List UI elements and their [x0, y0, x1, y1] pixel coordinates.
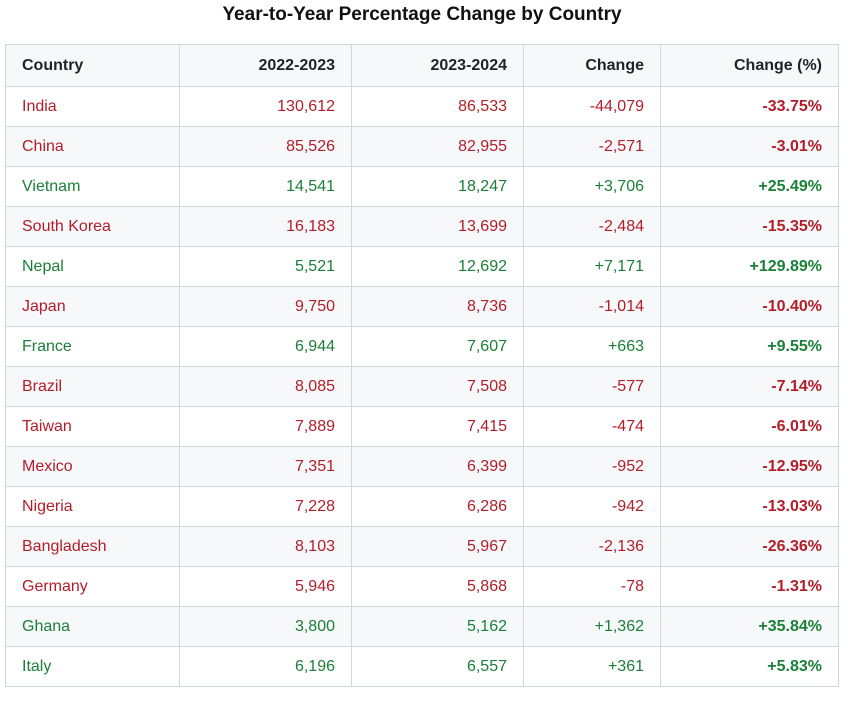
cell-change-percent: -10.40% — [660, 286, 839, 327]
cell-change: +7,171 — [523, 246, 661, 287]
table-row: China 85,526 82,955 -2,571 -3.01% — [5, 126, 839, 167]
cell-change-percent: -12.95% — [660, 446, 839, 487]
cell-change-percent: -1.31% — [660, 566, 839, 607]
header-2022-2023: 2022-2023 — [179, 44, 352, 87]
cell-2023-2024: 13,699 — [351, 206, 524, 247]
cell-country: India — [5, 86, 180, 127]
cell-2023-2024: 6,286 — [351, 486, 524, 527]
table-row: Bangladesh 8,103 5,967 -2,136 -26.36% — [5, 526, 839, 567]
cell-2022-2023: 7,228 — [179, 486, 352, 527]
cell-2023-2024: 7,415 — [351, 406, 524, 447]
table-row: Brazil 8,085 7,508 -577 -7.14% — [5, 366, 839, 407]
cell-country: South Korea — [5, 206, 180, 247]
cell-2023-2024: 7,508 — [351, 366, 524, 407]
cell-2023-2024: 7,607 — [351, 326, 524, 367]
header-country: Country — [5, 44, 180, 87]
cell-2023-2024: 82,955 — [351, 126, 524, 167]
cell-2023-2024: 6,399 — [351, 446, 524, 487]
cell-country: China — [5, 126, 180, 167]
cell-change: -2,484 — [523, 206, 661, 247]
cell-country: Italy — [5, 646, 180, 687]
cell-country: Germany — [5, 566, 180, 607]
cell-change-percent: -13.03% — [660, 486, 839, 527]
cell-country: Taiwan — [5, 406, 180, 447]
table-row: Italy 6,196 6,557 +361 +5.83% — [5, 646, 839, 687]
cell-change-percent: -3.01% — [660, 126, 839, 167]
table-row: Nigeria 7,228 6,286 -942 -13.03% — [5, 486, 839, 527]
cell-2022-2023: 7,889 — [179, 406, 352, 447]
cell-2023-2024: 5,967 — [351, 526, 524, 567]
table-row: Ghana 3,800 5,162 +1,362 +35.84% — [5, 606, 839, 647]
cell-country: Nigeria — [5, 486, 180, 527]
cell-country: Vietnam — [5, 166, 180, 207]
cell-country: Ghana — [5, 606, 180, 647]
cell-2023-2024: 5,162 — [351, 606, 524, 647]
cell-country: Nepal — [5, 246, 180, 287]
table-row: Taiwan 7,889 7,415 -474 -6.01% — [5, 406, 839, 447]
cell-change: -78 — [523, 566, 661, 607]
cell-change: -577 — [523, 366, 661, 407]
cell-change: -44,079 — [523, 86, 661, 127]
cell-change-percent: +35.84% — [660, 606, 839, 647]
table-row: Mexico 7,351 6,399 -952 -12.95% — [5, 446, 839, 487]
cell-2023-2024: 86,533 — [351, 86, 524, 127]
cell-change: -474 — [523, 406, 661, 447]
table-row: France 6,944 7,607 +663 +9.55% — [5, 326, 839, 367]
header-2023-2024: 2023-2024 — [351, 44, 524, 87]
table-row: Japan 9,750 8,736 -1,014 -10.40% — [5, 286, 839, 327]
country-change-table: Country 2022-2023 2023-2024 Change Chang… — [5, 44, 839, 687]
page-title: Year-to-Year Percentage Change by Countr… — [222, 4, 622, 25]
cell-2022-2023: 5,521 — [179, 246, 352, 287]
cell-2023-2024: 12,692 — [351, 246, 524, 287]
cell-2022-2023: 8,085 — [179, 366, 352, 407]
cell-2022-2023: 5,946 — [179, 566, 352, 607]
cell-change-percent: -26.36% — [660, 526, 839, 567]
cell-change: +663 — [523, 326, 661, 367]
cell-2022-2023: 85,526 — [179, 126, 352, 167]
cell-2022-2023: 9,750 — [179, 286, 352, 327]
table-body: India 130,612 86,533 -44,079 -33.75% Chi… — [5, 86, 839, 687]
cell-country: Bangladesh — [5, 526, 180, 567]
cell-2023-2024: 8,736 — [351, 286, 524, 327]
cell-change: +3,706 — [523, 166, 661, 207]
cell-2022-2023: 7,351 — [179, 446, 352, 487]
table-row: Germany 5,946 5,868 -78 -1.31% — [5, 566, 839, 607]
cell-country: France — [5, 326, 180, 367]
cell-change: -2,571 — [523, 126, 661, 167]
cell-change-percent: -33.75% — [660, 86, 839, 127]
cell-2022-2023: 6,944 — [179, 326, 352, 367]
cell-change-percent: +9.55% — [660, 326, 839, 367]
cell-2023-2024: 6,557 — [351, 646, 524, 687]
cell-country: Japan — [5, 286, 180, 327]
table-row: South Korea 16,183 13,699 -2,484 -15.35% — [5, 206, 839, 247]
table-row: India 130,612 86,533 -44,079 -33.75% — [5, 86, 839, 127]
cell-2022-2023: 8,103 — [179, 526, 352, 567]
cell-2022-2023: 3,800 — [179, 606, 352, 647]
cell-change-percent: -6.01% — [660, 406, 839, 447]
cell-2022-2023: 130,612 — [179, 86, 352, 127]
cell-country: Mexico — [5, 446, 180, 487]
header-change-percent: Change (%) — [660, 44, 839, 87]
cell-change-percent: +5.83% — [660, 646, 839, 687]
header-change: Change — [523, 44, 661, 87]
cell-2022-2023: 16,183 — [179, 206, 352, 247]
table-row: Vietnam 14,541 18,247 +3,706 +25.49% — [5, 166, 839, 207]
table-row: Nepal 5,521 12,692 +7,171 +129.89% — [5, 246, 839, 287]
cell-change: -952 — [523, 446, 661, 487]
cell-2023-2024: 18,247 — [351, 166, 524, 207]
cell-change: +1,362 — [523, 606, 661, 647]
cell-change-percent: -15.35% — [660, 206, 839, 247]
cell-change: -2,136 — [523, 526, 661, 567]
cell-2023-2024: 5,868 — [351, 566, 524, 607]
cell-change-percent: -7.14% — [660, 366, 839, 407]
cell-change: -942 — [523, 486, 661, 527]
cell-2022-2023: 6,196 — [179, 646, 352, 687]
cell-2022-2023: 14,541 — [179, 166, 352, 207]
cell-change: -1,014 — [523, 286, 661, 327]
cell-country: Brazil — [5, 366, 180, 407]
cell-change: +361 — [523, 646, 661, 687]
table-header-row: Country 2022-2023 2023-2024 Change Chang… — [5, 44, 839, 87]
cell-change-percent: +129.89% — [660, 246, 839, 287]
cell-change-percent: +25.49% — [660, 166, 839, 207]
